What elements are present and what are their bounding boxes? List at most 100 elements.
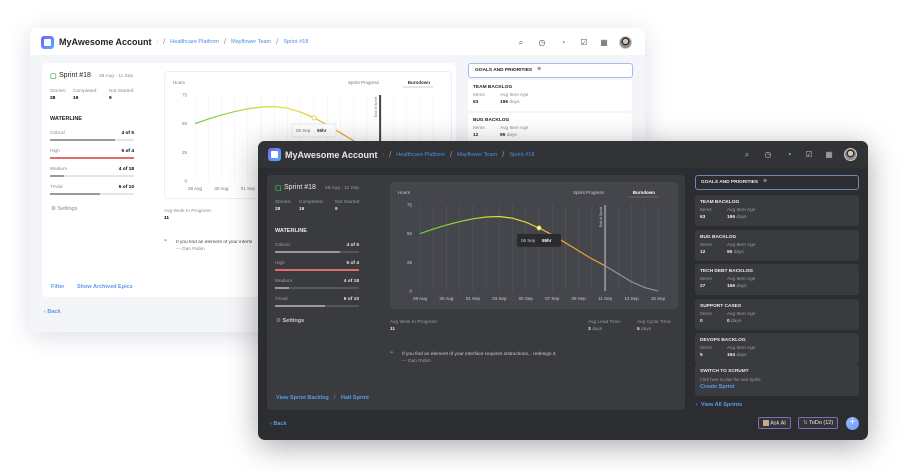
breadcrumb-platform[interactable]: Healthcare Platform [396, 151, 445, 158]
waterline-row: Medium 4 of 18 [50, 167, 134, 177]
quote-text: If you find an element of your interface… [176, 240, 252, 245]
x-tick-label: 15 Sep [651, 296, 666, 301]
back-button[interactable]: ‹ Back [270, 421, 287, 427]
tooltip-date: 06 Sep [296, 128, 311, 133]
show-archived-epics-link[interactable]: Show Archived Epics [77, 284, 133, 290]
todo-button[interactable]: ⇅ ToDo (12) [798, 417, 839, 429]
avatar[interactable] [844, 148, 857, 161]
waterline-bar-fill [50, 175, 65, 177]
create-sprint-link[interactable]: Create Sprint [700, 384, 735, 390]
bell-icon[interactable]: ◔ [560, 38, 566, 47]
goals-header[interactable]: GOALS AND PRIORITIES ⊕ [468, 63, 633, 78]
stat-label: Completed: [299, 200, 324, 205]
tab-burndown[interactable]: Burndown [408, 80, 430, 85]
breadcrumb-team[interactable]: Mayflower Team [457, 151, 498, 158]
ask-ai-button[interactable]: Ask AI [758, 417, 791, 430]
goal-card[interactable]: DEVOPS BACKLOG Items 5 Avg Item Age 194 … [695, 333, 859, 364]
wip-value: 11 [390, 327, 396, 332]
checkbox-icon[interactable]: ☑ [580, 38, 588, 47]
items-value: 12 [473, 133, 479, 138]
stat-label: Not Started: [335, 200, 361, 205]
waterline-value: 4 of 5 [346, 243, 359, 248]
x-tick-label: 09 Sep [572, 296, 587, 301]
switch-to-scrum-card[interactable]: SWITCH TO SCRUM? Click here to plan the … [695, 364, 859, 396]
view-sprint-backlog-link[interactable]: View Sprint Backlog [276, 395, 329, 401]
avatar[interactable] [619, 36, 632, 49]
breadcrumb-team[interactable]: Mayflower Team [231, 38, 272, 45]
account-menu[interactable]: : [382, 151, 385, 158]
items-value: 12 [700, 249, 706, 255]
x-tick-label: 03 Sep [492, 296, 507, 301]
back-button[interactable]: ‹ Back [44, 309, 61, 315]
goal-card-title: TEAM BACKLOG [473, 85, 513, 90]
search-icon[interactable]: ⌕ [744, 150, 750, 159]
waterline-label: Critical [275, 243, 290, 248]
goal-card[interactable]: TEAM BACKLOG Items 63 Avg Item Age 196 d… [695, 195, 859, 226]
goal-card[interactable]: BUG BACKLOG Items 12 Avg Item Age 95 day… [468, 113, 632, 144]
quote-icon: ❝ [164, 239, 167, 245]
x-tick-label: 07 Sep [545, 296, 560, 301]
waterline-label: High [275, 261, 285, 266]
goal-card[interactable]: TECH DEBT BACKLOG Items 27 Avg Item Age … [695, 264, 859, 295]
x-tick-label: 05 Sep [519, 296, 534, 301]
lead-time-label: Avg Lead Time: [588, 320, 622, 325]
waterline-value: 4 of 5 [121, 131, 134, 136]
filter-link[interactable]: Filter [51, 284, 65, 290]
goals-title: GOALS AND PRIORITIES [701, 180, 759, 185]
sprint-icon: ▢ [275, 185, 282, 192]
goal-card[interactable]: BUG BACKLOG Items 12 Avg Item Age 95 day… [695, 229, 859, 261]
tab-burndown[interactable]: Burndown [633, 190, 655, 195]
quote-text: If you find an element of your interface… [402, 352, 557, 357]
goals-header[interactable]: GOALS AND PRIORITIES ⊕ [695, 175, 859, 190]
goal-card-title: BUG BACKLOG [473, 118, 510, 123]
search-icon[interactable]: ⌕ [518, 38, 524, 47]
add-goal-icon[interactable]: ⊕ [763, 179, 768, 184]
view-all-sprints-link[interactable]: ‹ View All Sprints [696, 402, 743, 408]
wip-label: Avg Work In Progress: [164, 209, 212, 214]
items-label: Items [700, 277, 712, 282]
breadcrumb-platform[interactable]: Healthcare Platform [170, 38, 219, 45]
items-label: Items [700, 346, 712, 351]
quote-icon: ❝ [390, 351, 393, 357]
x-tick-label: 11 Sep [598, 296, 612, 301]
scrum-title: SWITCH TO SCRUM? [700, 369, 749, 374]
account-menu[interactable]: : [156, 38, 159, 45]
sprint-dates: 28 Aug - 11 Sep [99, 74, 134, 79]
account-name[interactable]: MyAwesome Account [59, 36, 152, 47]
breadcrumb-sprint[interactable]: Sprint #18 [509, 151, 535, 158]
waterline-value: 4 of 18 [343, 279, 359, 284]
x-tick-label: 13 Sep [624, 296, 639, 301]
checkbox-icon[interactable]: ☑ [805, 150, 813, 159]
cycle-time-value: 5 days [637, 327, 652, 332]
separator: / [276, 37, 279, 46]
waterline-value: 4 of 18 [118, 167, 134, 172]
tab-sprint-progress[interactable]: Sprint Progress [348, 80, 380, 85]
stat-label: Not Started: [109, 89, 135, 94]
tab-sprint-progress[interactable]: Sprint Progress [573, 190, 605, 195]
apps-grid-icon[interactable]: ▦ [600, 38, 608, 47]
breadcrumb-sprint[interactable]: Sprint #18 [283, 38, 309, 45]
age-value: 194 days [727, 353, 747, 358]
highlight-point[interactable] [536, 225, 542, 231]
settings-button[interactable]: ⚙ Settings [51, 206, 78, 212]
account-name[interactable]: MyAwesome Account [285, 149, 378, 160]
halt-sprint-link[interactable]: Halt Sprint [341, 395, 369, 401]
settings-button[interactable]: ⚙ Settings [276, 318, 305, 324]
clock-icon[interactable]: ◷ [764, 150, 772, 159]
clock-icon[interactable]: ◷ [538, 38, 546, 47]
goal-card[interactable]: TEAM BACKLOG Items 63 Avg Item Age 196 d… [468, 80, 632, 111]
goal-card[interactable]: SUPPORT CASES Items 0 Avg Item Age 0 day… [695, 298, 859, 330]
x-tick-label: 28 Aug [188, 186, 203, 191]
add-goal-icon[interactable]: ⊕ [537, 67, 542, 72]
x-tick-label: 30 Aug [214, 186, 229, 191]
add-button[interactable]: + [846, 417, 859, 430]
waterline-label: Medium [275, 279, 293, 284]
waterline-label: High [50, 149, 60, 154]
waterline-row: Critical 4 of 5 [275, 243, 359, 253]
bell-icon[interactable]: ◔ [786, 150, 792, 159]
apps-grid-icon[interactable]: ▦ [825, 150, 833, 159]
goal-card-title: TEAM BACKLOG [700, 200, 740, 205]
waterline-bar-fill [50, 193, 101, 195]
highlight-point[interactable] [311, 115, 317, 121]
tooltip [291, 123, 337, 138]
